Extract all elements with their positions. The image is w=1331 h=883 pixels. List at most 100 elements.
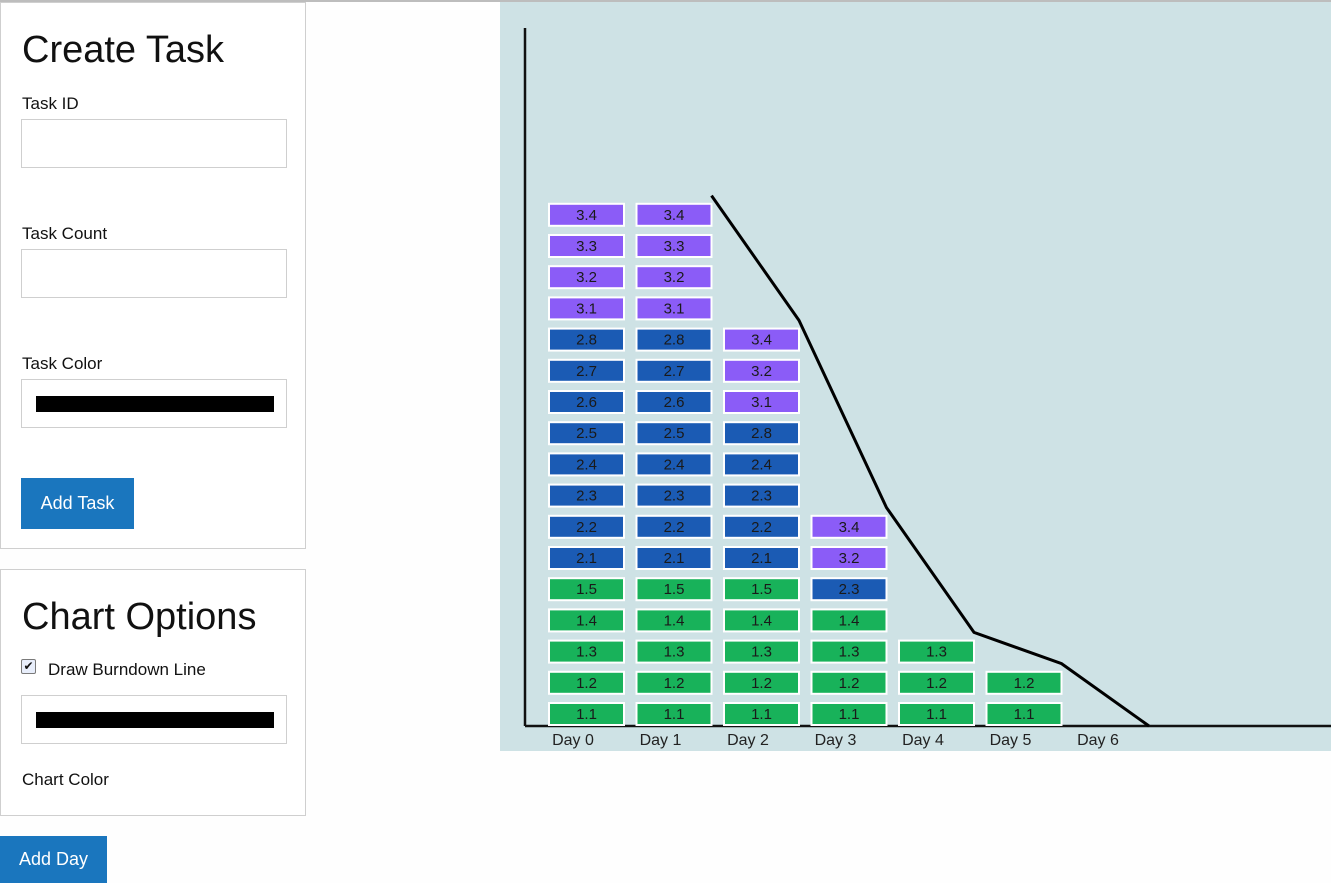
task-block bbox=[723, 421, 800, 446]
burndown-chart: 1.1 1.2 1.3 1.4 1.5 2.1 2.2 2.3 2.4 2.5 2.6 2.7 2.8 3… bbox=[500, 2, 1331, 751]
task-block-label: 2.4 bbox=[751, 456, 772, 473]
task-block bbox=[635, 702, 713, 726]
task-block bbox=[723, 483, 800, 508]
task-block-label: 1.5 bbox=[751, 581, 772, 598]
task-block-label: 1.1 bbox=[751, 706, 772, 723]
task-color-label: Task Color bbox=[22, 354, 103, 373]
task-block-label: 3.2 bbox=[839, 550, 860, 567]
task-block-label: 2.1 bbox=[751, 550, 772, 567]
task-block bbox=[548, 327, 625, 352]
task-block-label: 2.6 bbox=[664, 394, 685, 411]
task-block-label: 3.1 bbox=[664, 300, 685, 317]
task-block bbox=[723, 514, 800, 539]
task-block-label: 1.5 bbox=[664, 581, 685, 598]
task-block-label: 2.1 bbox=[664, 550, 685, 567]
task-block-label: 1.4 bbox=[839, 612, 860, 629]
task-block-label: 1.4 bbox=[664, 612, 685, 629]
task-count-label: Task Count bbox=[22, 224, 108, 243]
task-block-label: 1.3 bbox=[751, 644, 772, 661]
chart-color-picker[interactable] bbox=[21, 695, 287, 744]
x-tick-label: Day 1 bbox=[640, 732, 682, 749]
task-block-label: 2.2 bbox=[576, 519, 597, 536]
task-block-label: 1.5 bbox=[576, 581, 597, 598]
task-block-label: 1.3 bbox=[839, 644, 860, 661]
task-block bbox=[548, 452, 625, 477]
task-block-label: 1.3 bbox=[576, 644, 597, 661]
task-block-label: 2.5 bbox=[664, 425, 685, 442]
task-id-label: Task ID bbox=[22, 94, 79, 113]
task-block bbox=[548, 639, 625, 664]
task-block bbox=[548, 670, 625, 695]
task-block bbox=[635, 327, 713, 352]
task-block-label: 2.1 bbox=[576, 550, 597, 567]
task-block bbox=[810, 639, 888, 664]
task-block-label: 2.2 bbox=[664, 519, 685, 536]
task-block bbox=[548, 608, 625, 633]
chart-options-title: Chart Options bbox=[22, 596, 257, 638]
task-block-label: 2.8 bbox=[751, 425, 772, 442]
task-block bbox=[723, 608, 800, 633]
add-task-button[interactable]: Add Task bbox=[21, 478, 134, 529]
task-block-label: 1.1 bbox=[1014, 706, 1035, 723]
task-block bbox=[635, 546, 713, 570]
task-block bbox=[635, 483, 713, 508]
chart-color-label: Chart Color bbox=[22, 770, 109, 789]
task-block-label: 1.1 bbox=[576, 706, 597, 723]
task-block-label: 3.3 bbox=[576, 238, 597, 255]
task-block bbox=[723, 702, 800, 726]
task-block bbox=[548, 577, 625, 602]
task-block bbox=[635, 514, 713, 539]
task-block-label: 1.1 bbox=[839, 706, 860, 723]
task-block-label: 1.2 bbox=[751, 675, 772, 692]
task-block-label: 1.2 bbox=[839, 675, 860, 692]
task-block-label: 3.2 bbox=[664, 269, 685, 286]
task-block bbox=[723, 670, 800, 695]
x-tick-label: Day 2 bbox=[727, 732, 769, 749]
task-block bbox=[635, 670, 713, 695]
task-block bbox=[898, 702, 975, 726]
task-block bbox=[985, 702, 1063, 726]
task-block bbox=[635, 639, 713, 664]
task-block bbox=[898, 670, 975, 695]
task-block-label: 1.1 bbox=[926, 706, 947, 723]
task-block-label: 2.8 bbox=[664, 332, 685, 349]
task-count-input[interactable] bbox=[21, 249, 287, 298]
task-id-input[interactable] bbox=[21, 119, 287, 168]
top-border bbox=[0, 0, 1331, 2]
task-block-label: 2.4 bbox=[576, 456, 597, 473]
task-block bbox=[898, 639, 975, 664]
task-block-label: 1.2 bbox=[1014, 675, 1035, 692]
task-color-picker[interactable] bbox=[21, 379, 287, 428]
task-block bbox=[985, 670, 1063, 695]
task-block bbox=[723, 546, 800, 570]
task-block-label: 1.2 bbox=[664, 675, 685, 692]
task-block bbox=[548, 514, 625, 539]
create-task-panel: Create Task Task ID Task Count Task Colo… bbox=[0, 2, 306, 549]
task-block-label: 2.3 bbox=[576, 488, 597, 505]
add-day-button[interactable]: Add Day bbox=[0, 836, 107, 883]
task-block bbox=[635, 608, 713, 633]
task-block bbox=[723, 452, 800, 477]
task-block-label: 3.4 bbox=[664, 207, 685, 224]
create-task-title: Create Task bbox=[22, 29, 225, 71]
task-block bbox=[810, 608, 888, 633]
task-block bbox=[723, 577, 800, 602]
task-block-label: 1.2 bbox=[926, 675, 947, 692]
task-block bbox=[723, 390, 800, 414]
task-block bbox=[548, 702, 625, 726]
task-block-label: 2.7 bbox=[664, 363, 685, 380]
task-block-label: 2.8 bbox=[576, 332, 597, 349]
task-block-label: 3.2 bbox=[751, 363, 772, 380]
task-block-label: 3.4 bbox=[839, 519, 860, 536]
task-block bbox=[635, 358, 713, 383]
draw-burndown-checkbox[interactable]: ✔ bbox=[21, 659, 36, 674]
chart-color-swatch bbox=[36, 712, 274, 728]
chart-canvas: 1.1 1.2 1.3 1.4 1.5 2.1 2.2 2.3 2.4 2.5 2.6 2.7 2.8 3… bbox=[523, 28, 1331, 749]
task-block bbox=[723, 639, 800, 664]
task-block bbox=[548, 234, 625, 258]
task-block-label: 3.3 bbox=[664, 238, 685, 255]
task-block-label: 2.3 bbox=[664, 488, 685, 505]
task-block-label: 2.2 bbox=[751, 519, 772, 536]
task-block-label: 2.3 bbox=[751, 488, 772, 505]
task-block-label: 3.2 bbox=[576, 269, 597, 286]
